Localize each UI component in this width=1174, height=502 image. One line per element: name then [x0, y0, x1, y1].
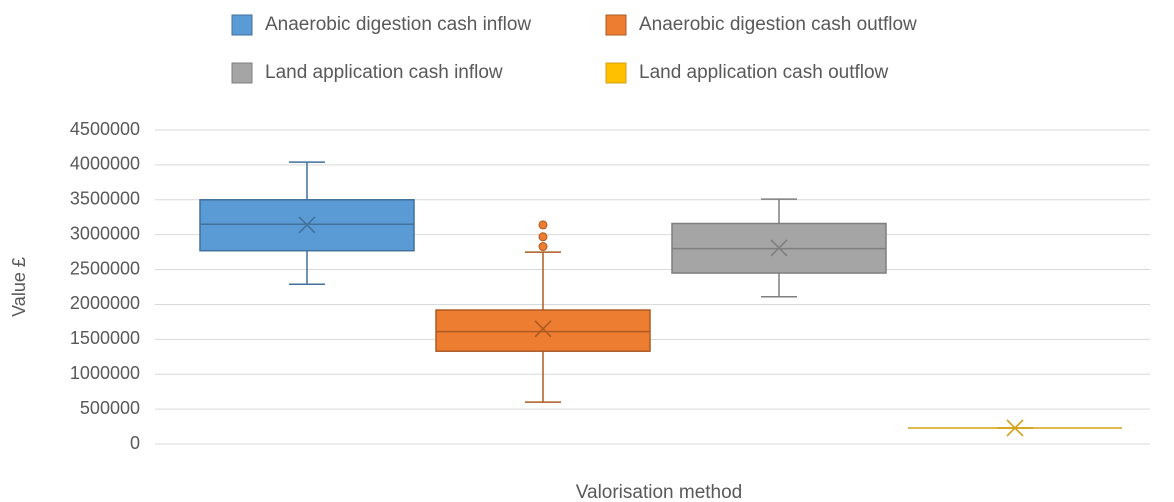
y-tick-label: 1000000: [70, 363, 140, 383]
legend-swatch: [231, 62, 253, 84]
legend-swatch: [605, 62, 627, 84]
legend-label: Land application cash outflow: [639, 62, 889, 83]
outlier: [538, 220, 548, 230]
y-tick-label: 4000000: [70, 154, 140, 174]
mean-marker: [534, 320, 552, 338]
legend-label: Anaerobic digestion cash outflow: [639, 14, 917, 35]
x-axis-label: Valorisation method: [576, 482, 743, 502]
y-tick-label: 4500000: [70, 119, 140, 139]
box: [435, 309, 651, 352]
y-tick-label: 1500000: [70, 328, 140, 348]
y-tick-label: 2500000: [70, 258, 140, 278]
mean-marker: [298, 216, 316, 234]
legend-swatch: [605, 14, 627, 36]
mean-marker: [770, 239, 788, 257]
legend-label: Anaerobic digestion cash inflow: [265, 14, 531, 35]
y-tick-label: 3500000: [70, 189, 140, 209]
legend-swatch: [231, 14, 253, 36]
y-tick-label: 3000000: [70, 223, 140, 243]
outlier: [538, 242, 548, 252]
y-tick-label: 0: [130, 433, 140, 453]
y-tick-label: 2000000: [70, 293, 140, 313]
y-tick-label: 500000: [80, 398, 140, 418]
mean-marker: [1006, 419, 1024, 437]
outlier: [538, 232, 548, 242]
y-axis-label: Value £: [9, 257, 29, 317]
legend-label: Land application cash inflow: [265, 62, 503, 83]
